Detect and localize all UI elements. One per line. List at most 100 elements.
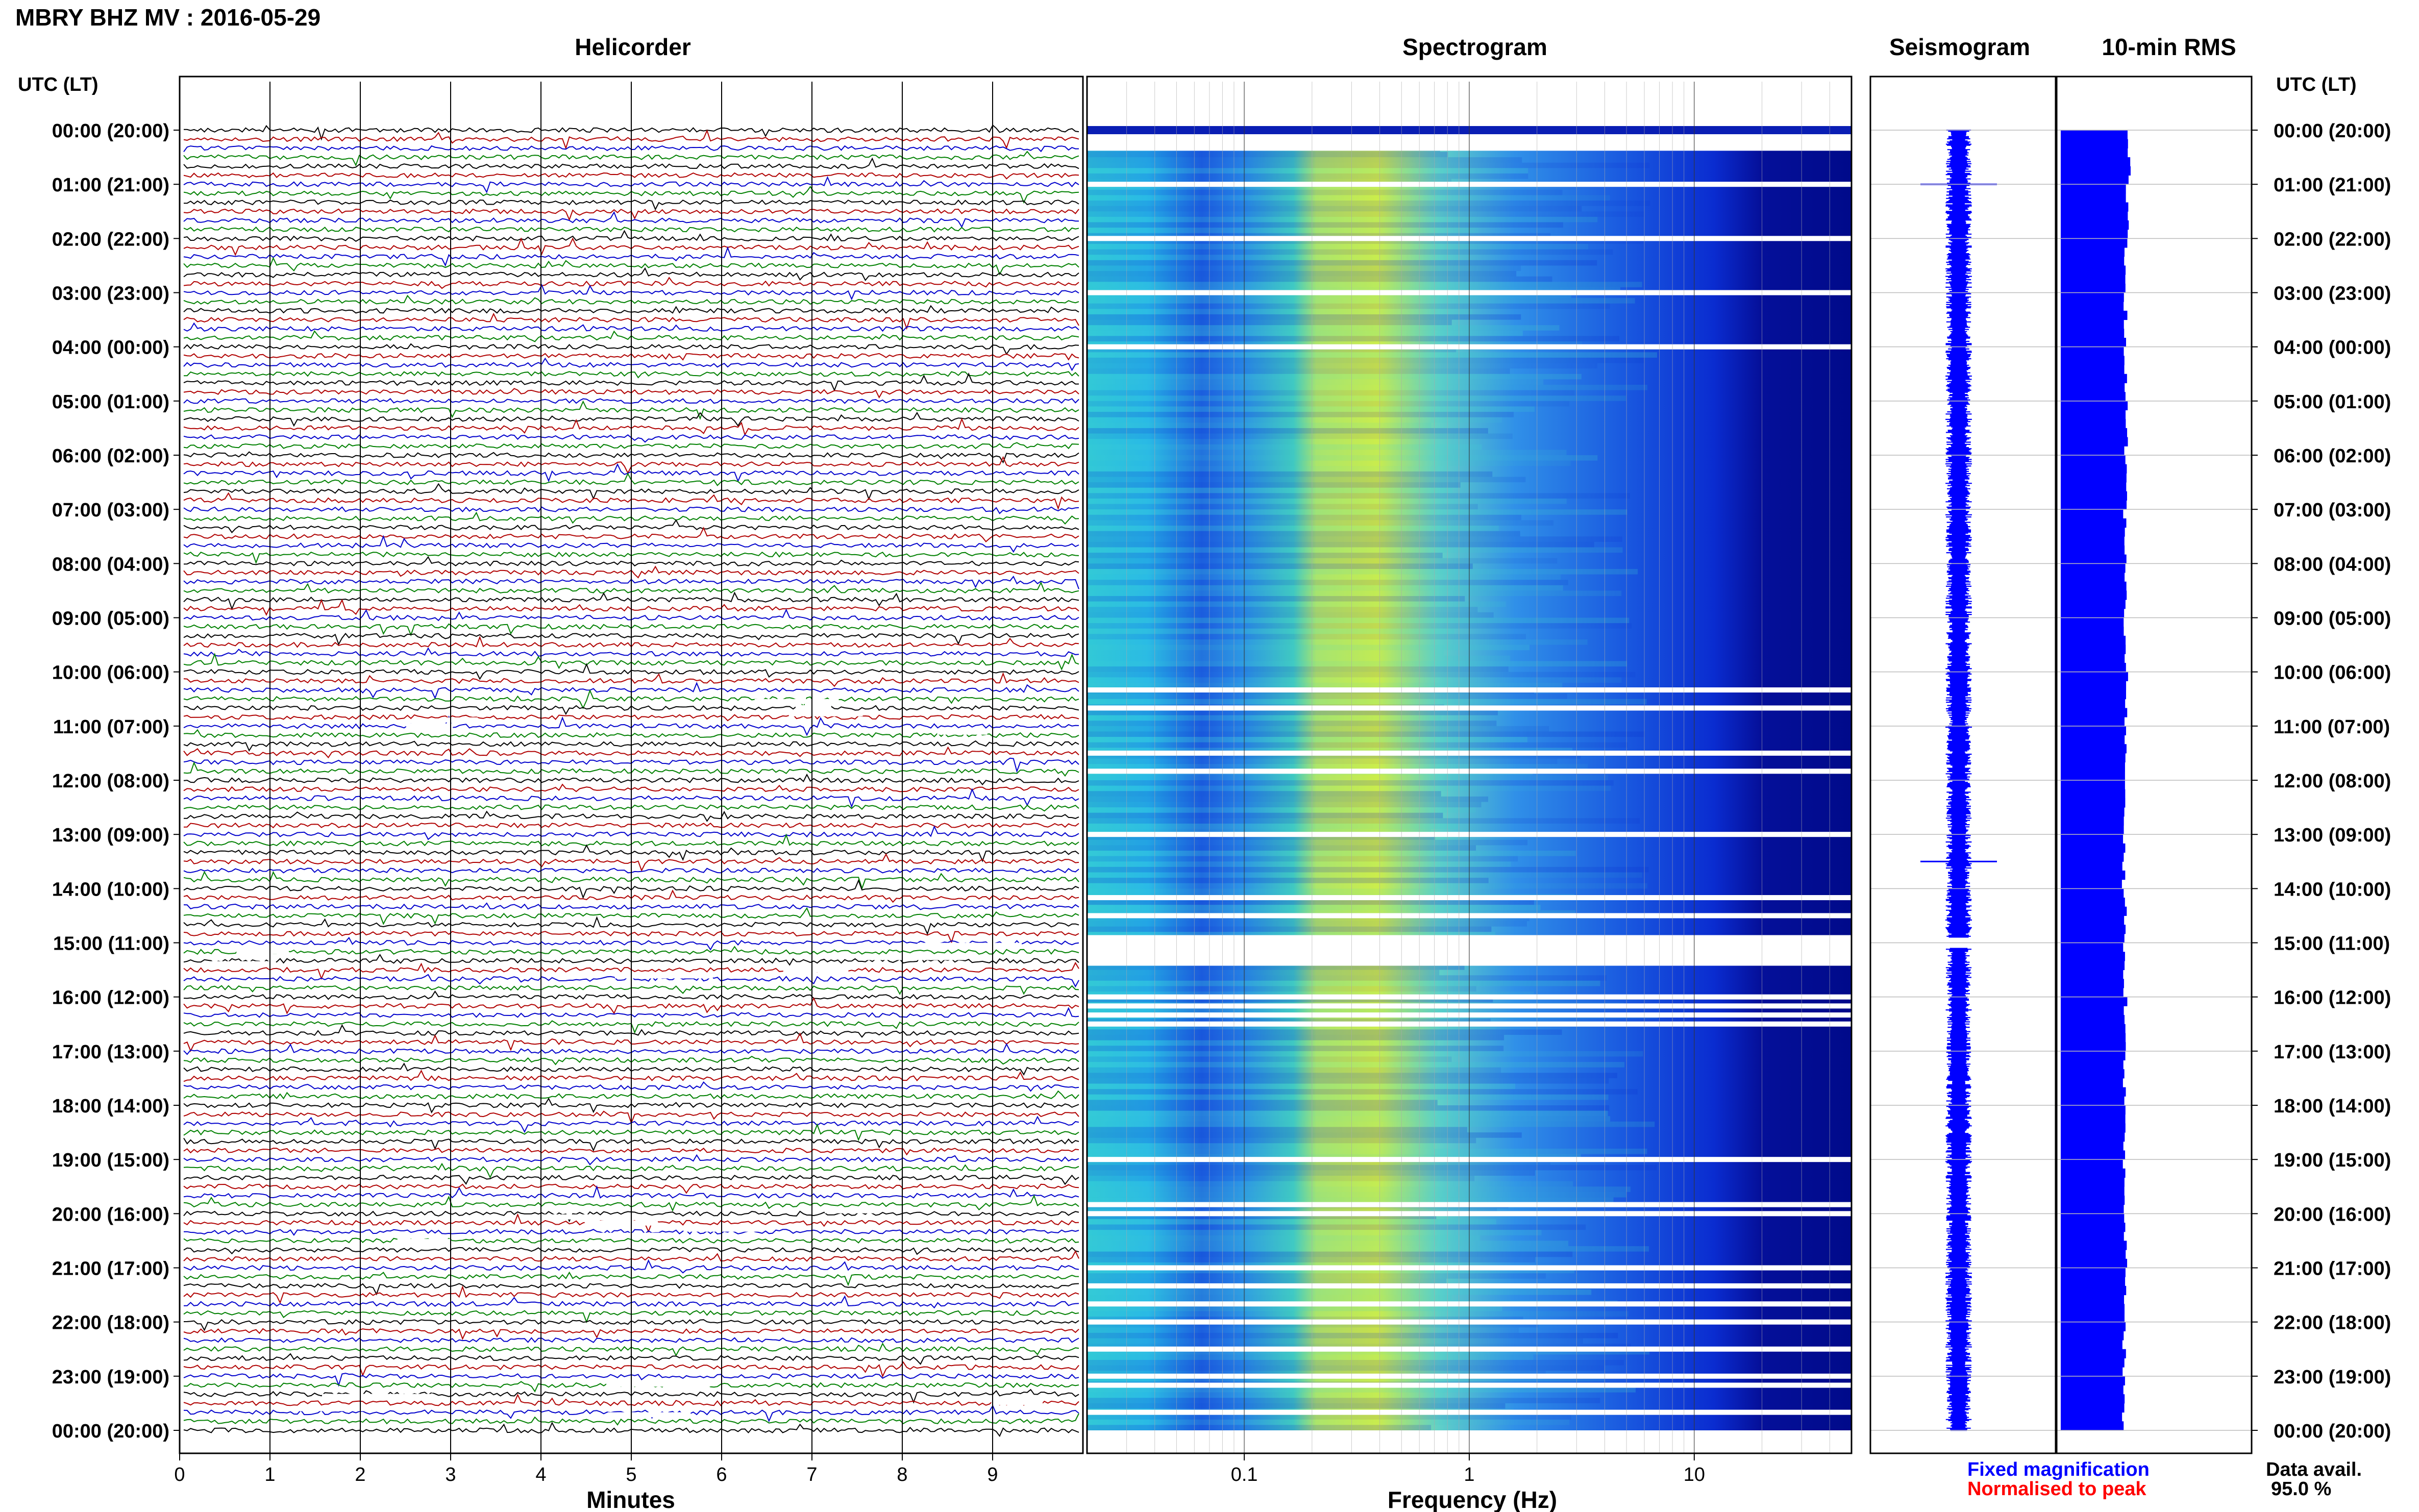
spectrogram-strip [1087, 650, 1444, 656]
spectrogram-strip [1087, 861, 1511, 867]
rms-bar [2061, 825, 2124, 835]
spectrogram-strip [1087, 1403, 1505, 1409]
spectrogram-strip [1087, 672, 1636, 678]
rms-bar [2061, 563, 2126, 573]
spectrogram-strip [1087, 157, 1522, 163]
rms-bar [2061, 635, 2126, 646]
spectrogram-strip [1087, 726, 1549, 732]
spectrogram-strip [1087, 1338, 1584, 1344]
spectrogram-strip [1087, 1040, 1438, 1046]
time-label-right: 08:00 (04:00) [2274, 554, 2391, 575]
spectrogram-strip [1087, 319, 1452, 326]
helicorder-tick-label: 6 [716, 1464, 727, 1485]
spectrogram-strip [1087, 758, 1558, 764]
spectrogram-strip [1087, 412, 1514, 417]
spectrogram-strip [1087, 780, 1614, 786]
spectrogram-strip [1087, 406, 1535, 412]
rms-bar [2061, 410, 2126, 419]
spectrogram-strip [1087, 748, 1573, 753]
spectrogram-strip [1087, 1213, 1437, 1219]
rms-bar [2061, 1114, 2126, 1124]
spectrogram-strip [1087, 526, 1499, 531]
spectrogram-strip [1087, 607, 1478, 612]
spectrogram-strip [1087, 796, 1489, 802]
time-axis-labels: 00:00 (20:00) 00:00 (20:00) 01:00 (21:00) 0… [52, 120, 2391, 1442]
spectrogram-strip [1087, 655, 1511, 661]
rms-bar [2061, 1258, 2128, 1268]
rms-bar [2061, 211, 2128, 221]
rms-bar [2061, 509, 2124, 519]
spectrogram-strip [1087, 1073, 1617, 1078]
rms-bar [2061, 1277, 2126, 1286]
spectrogram-strip [1087, 1208, 1497, 1214]
rms-bar [2061, 1204, 2124, 1214]
time-label-left: 15:00 (11:00) [53, 933, 169, 955]
spectrogram-strip [1087, 856, 1518, 862]
rms-bar [2061, 960, 2125, 971]
rms-bar [2061, 500, 2127, 510]
rms-bar [2061, 780, 2125, 790]
spectrogram-strip [1087, 1241, 1569, 1247]
time-label-right: 13:00 (09:00) [2274, 825, 2391, 846]
spectrogram-strip [1087, 206, 1582, 212]
rms-bar [2061, 654, 2125, 663]
helicorder-gap [991, 1400, 1043, 1405]
time-label-left: 11:00 (07:00) [53, 716, 169, 738]
spectrogram-strip [1087, 785, 1611, 791]
time-label-right: 23:00 (19:00) [2274, 1367, 2391, 1388]
helicorder-tick-label: 3 [445, 1464, 456, 1485]
spectrogram-strip [1087, 276, 1552, 282]
spectrogram-strip [1087, 1029, 1562, 1035]
rms-bar [2061, 202, 2129, 212]
spectrogram-strip [1087, 742, 1628, 748]
spectrogram-strip [1087, 444, 1482, 450]
spectrogram-strip [1087, 812, 1443, 819]
time-label-right: 14:00 (10:00) [2274, 879, 2391, 900]
rms-frame [2056, 76, 2253, 1454]
time-label-right: 19:00 (15:00) [2274, 1150, 2391, 1171]
rms-bar [2061, 554, 2127, 564]
spectrogram-strip [1087, 1332, 1618, 1339]
rms-bar [2061, 1394, 2125, 1404]
spectrogram-strip [1087, 1371, 1546, 1376]
helicorder-gap [236, 949, 289, 954]
rms-bar [2061, 247, 2125, 257]
spectrogram-strip [1087, 162, 1650, 168]
rms-bar [2061, 906, 2127, 916]
rms-bar [2061, 275, 2126, 284]
spectrogram-strip [1087, 721, 1497, 726]
rms-bar [2061, 419, 2126, 429]
spectrogram-strip [1087, 1083, 1515, 1089]
spectrogram-strip [1087, 1121, 1655, 1127]
rms-bar [2061, 455, 2126, 465]
spectrogram-strip [1087, 168, 1528, 173]
spectrogram-strip [1087, 368, 1510, 374]
time-label-right: 17:00 (13:00) [2274, 1042, 2391, 1063]
rms-bar [2061, 681, 2127, 690]
spectrogram-strip [1087, 634, 1526, 639]
time-label-left: 18:00 (14:00) [52, 1096, 169, 1117]
rms-bar [2061, 1006, 2124, 1015]
spectrogram-strip [1087, 628, 1454, 634]
rms-bar [2061, 888, 2124, 898]
rms-bar [2061, 997, 2128, 1006]
helicorder-gap [917, 943, 1022, 948]
spectrogram-strip [1087, 645, 1530, 651]
spectrogram-strip [1087, 1317, 1523, 1322]
spectrogram-strip [1087, 866, 1649, 873]
time-label-left: 21:00 (17:00) [52, 1258, 169, 1280]
rms-bar [2061, 861, 2122, 871]
rms-bar [2061, 1015, 2125, 1025]
time-label-right: 12:00 (08:00) [2274, 771, 2391, 792]
spectrogram-strip [1087, 1278, 1446, 1284]
spectrogram-strip [1087, 1219, 1496, 1225]
rms-bar [2061, 717, 2125, 727]
rms-bar [2061, 337, 2127, 348]
spectrogram-strip [1087, 346, 1457, 353]
time-label-left: 20:00 (16:00) [52, 1204, 169, 1225]
rms-bar [2061, 1358, 2125, 1368]
spectrogram-strip [1087, 1273, 1546, 1279]
helicorder-gap [431, 1387, 485, 1393]
spectrogram-strip [1087, 201, 1650, 206]
rms-bar [2061, 1150, 2126, 1160]
